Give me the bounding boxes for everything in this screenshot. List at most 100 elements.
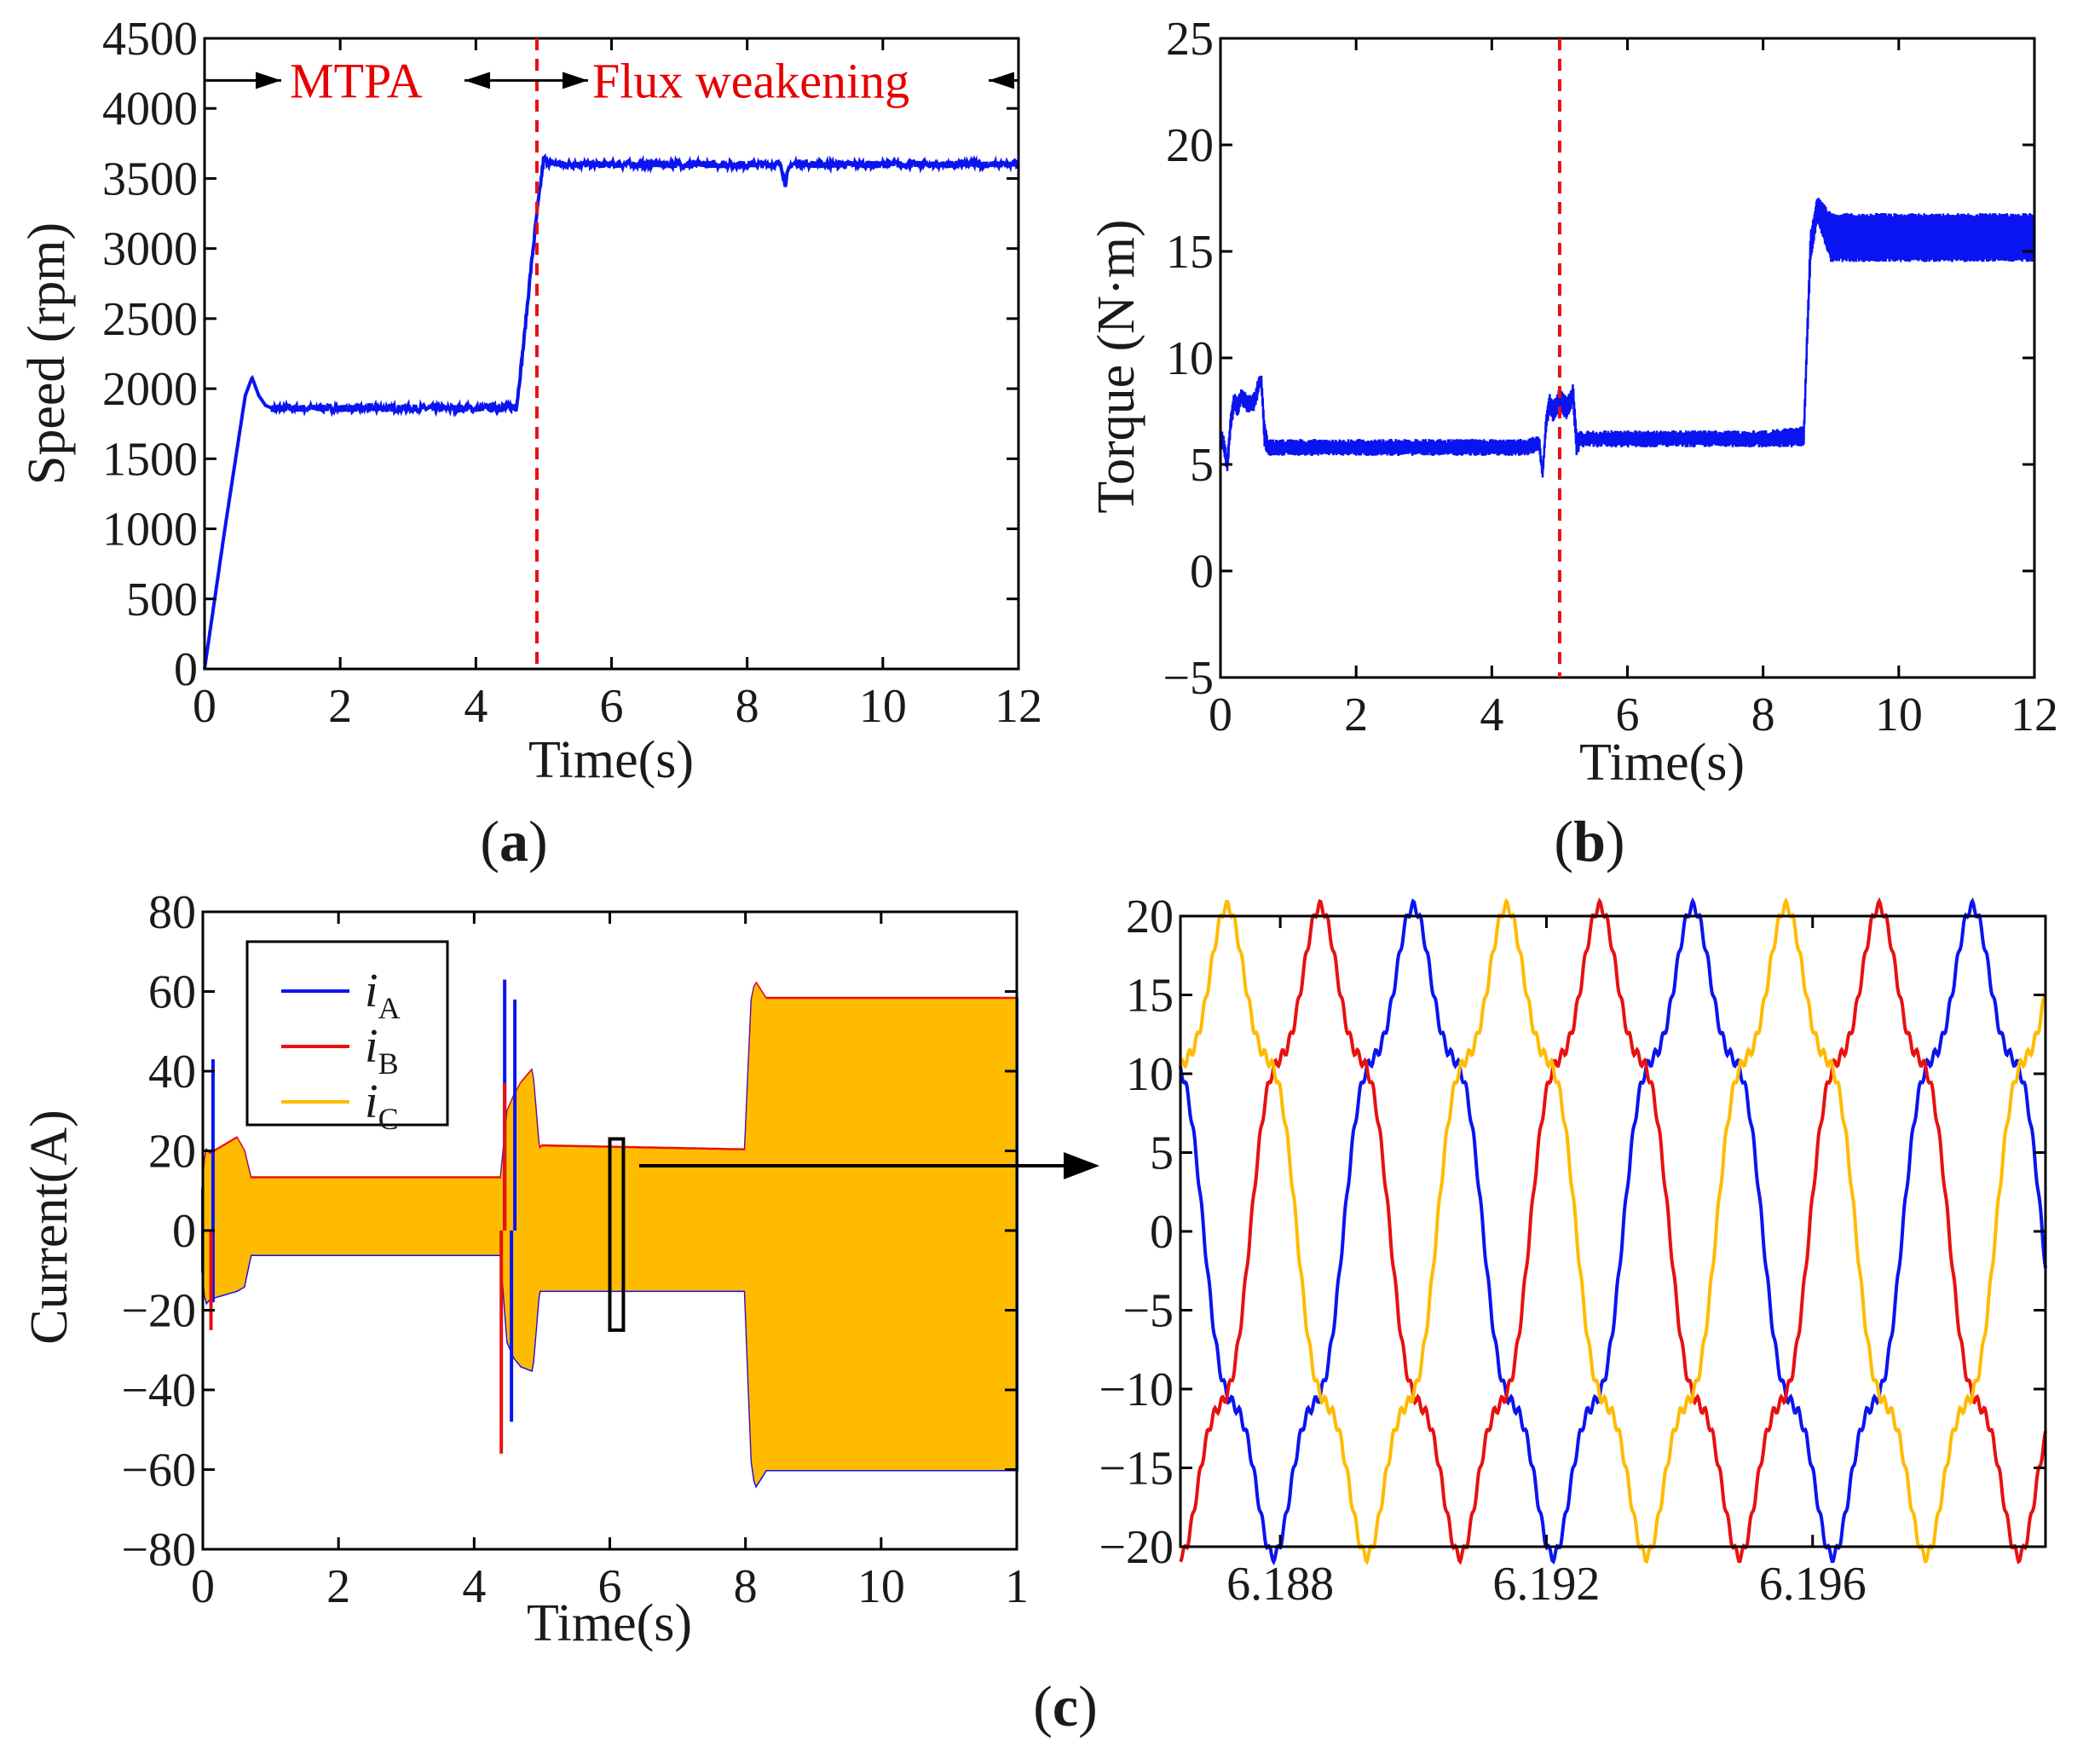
y-tick-label: 15 <box>1166 226 1214 279</box>
region-annotations: MTPA Flux weakening <box>205 53 1018 108</box>
y-tick-label: 0 <box>174 643 198 696</box>
y-tick-label: 40 <box>148 1046 196 1098</box>
mtpa-label: MTPA <box>290 53 423 108</box>
y-tick-label: 80 <box>148 886 196 939</box>
x-tick-label: 4 <box>1480 689 1503 741</box>
y-tick-label: −10 <box>1099 1363 1174 1416</box>
speed-ylabel: Speed (rpm) <box>18 222 76 485</box>
y-tick-label: −5 <box>1122 1285 1174 1338</box>
legend-frame <box>245 940 449 1127</box>
zoom-arrow-head <box>1064 1152 1099 1179</box>
x-tick-label: 2 <box>328 680 352 733</box>
zoom-plot-area <box>1179 896 2047 1566</box>
x-tick-label: 12 <box>995 680 1042 733</box>
zoom-ticks: 6.188 6.192 6.196 −20 −15 −10 −5 0 5 10 15 20 <box>1099 891 2045 1611</box>
y-tick-label: 0 <box>1190 545 1214 598</box>
x-tick-label: 1 <box>1005 1560 1029 1613</box>
x-tick-label: 0 <box>1209 689 1232 741</box>
legend-ib-label: iB <box>365 1020 399 1081</box>
x-tick-label: 10 <box>859 680 907 733</box>
y-tick-label: 0 <box>172 1205 196 1258</box>
x-tick-label: 10 <box>857 1560 905 1613</box>
torque-plot-area <box>1219 198 2036 478</box>
x-tick-label: 2 <box>326 1560 350 1613</box>
flux-weakening-label: Flux weakening <box>592 53 909 108</box>
y-tick-label: −40 <box>121 1364 196 1417</box>
y-tick-label: −80 <box>121 1524 196 1577</box>
torque-ylabel: Torque (N·m) <box>1088 219 1145 513</box>
x-tick-label: 10 <box>1875 689 1923 741</box>
current-xlabel: Time(s) <box>527 1594 692 1652</box>
y-tick-label: 20 <box>1166 119 1214 172</box>
y-tick-label: 2000 <box>102 363 198 416</box>
y-tick-label: 10 <box>1126 1048 1174 1101</box>
y-tick-label: 25 <box>1166 13 1214 66</box>
current-ticks: 0 2 4 6 8 10 1 −80 −60 −40 −20 0 20 40 60 80 <box>121 886 1029 1613</box>
y-tick-label: 1500 <box>102 433 198 486</box>
y-tick-label: 60 <box>148 966 196 1019</box>
y-tick-label: −20 <box>121 1285 196 1338</box>
flux-arrowhead-left <box>563 72 588 89</box>
speed-ticks: 0 2 4 6 8 10 12 0 500 1000 1500 2000 2500 3000 3500 400… <box>102 13 1042 733</box>
speed-xlabel: Time(s) <box>528 731 694 789</box>
caption-c: (c) <box>1033 1674 1098 1738</box>
y-tick-label: 3500 <box>102 153 198 205</box>
x-tick-label: 8 <box>1751 689 1775 741</box>
y-tick-label: −20 <box>1099 1521 1174 1574</box>
y-tick-label: 3000 <box>102 223 198 276</box>
x-tick-label: 6.188 <box>1226 1558 1334 1611</box>
y-tick-label: 10 <box>1166 332 1214 385</box>
chart-speed: 0 2 4 6 8 10 12 0 500 1000 1500 2000 2500 3000 3500 400… <box>18 13 1042 873</box>
torque-xlabel: Time(s) <box>1579 734 1745 792</box>
x-tick-label: 6.196 <box>1759 1558 1867 1611</box>
mtpa-arrowhead-left <box>256 72 281 89</box>
y-tick-label: −5 <box>1163 652 1214 705</box>
x-tick-label: 0 <box>193 680 216 733</box>
ic-zoom-line <box>1179 896 2047 1565</box>
legend-ic-label: iC <box>365 1075 399 1136</box>
y-tick-label: 5 <box>1150 1127 1174 1180</box>
legend-ia-label: iA <box>365 965 401 1025</box>
speed-plot-area <box>203 153 1020 670</box>
x-tick-label: 12 <box>2011 689 2058 741</box>
zoom-region-box <box>608 1137 626 1332</box>
y-tick-label: 500 <box>126 574 198 626</box>
caption-b: (b) <box>1554 809 1624 873</box>
ia-zoom-line <box>1179 896 2047 1566</box>
y-tick-label: 20 <box>1126 891 1174 943</box>
y-tick-label: 5 <box>1190 439 1214 492</box>
x-tick-label: 8 <box>736 680 759 733</box>
x-tick-label: 2 <box>1344 689 1368 741</box>
mtpa-arrowhead-right <box>464 72 490 89</box>
y-tick-label: 4000 <box>102 83 198 135</box>
ib-zoom-line <box>1179 896 2047 1565</box>
chart-current-zoom: 6.188 6.192 6.196 −20 −15 −10 −5 0 5 10 15 20 <box>1099 891 2047 1611</box>
x-tick-label: 0 <box>191 1560 215 1613</box>
speed-series-line <box>203 153 1020 670</box>
caption-a: (a) <box>480 809 547 873</box>
x-tick-label: 6.192 <box>1492 1558 1600 1611</box>
x-tick-label: 6 <box>598 1560 622 1613</box>
zoom-axes-frame <box>1179 914 2047 1548</box>
speed-axes-frame <box>203 37 1020 671</box>
x-tick-label: 6 <box>600 680 624 733</box>
flux-arrowhead-right <box>989 72 1014 89</box>
y-tick-label: 1000 <box>102 504 198 556</box>
x-tick-label: 6 <box>1616 689 1640 741</box>
torque-axes-frame <box>1219 37 2036 679</box>
y-tick-label: 4500 <box>102 13 198 66</box>
y-tick-label: 15 <box>1126 970 1174 1023</box>
x-tick-label: 4 <box>464 680 488 733</box>
current-ylabel: Current(A) <box>20 1110 78 1344</box>
y-tick-label: −15 <box>1099 1443 1174 1496</box>
x-tick-label: 8 <box>734 1560 758 1613</box>
torque-series-line <box>1219 198 2036 478</box>
y-tick-label: 20 <box>148 1126 196 1179</box>
y-tick-label: 2500 <box>102 293 198 346</box>
x-tick-label: 4 <box>462 1560 486 1613</box>
